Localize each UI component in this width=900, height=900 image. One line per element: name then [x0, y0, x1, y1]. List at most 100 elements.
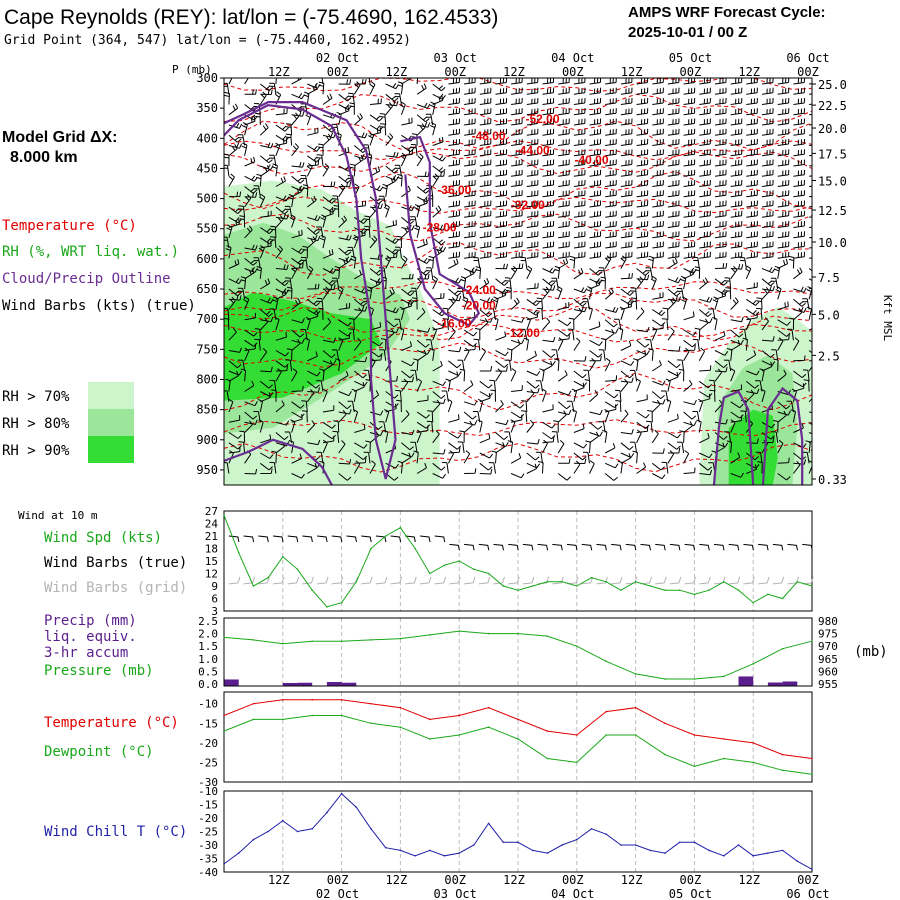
pressure-tick-label: 850 [196, 403, 218, 417]
wind-barb [633, 358, 639, 372]
wind-barb [712, 296, 719, 310]
wind-barb [291, 112, 300, 126]
wind-barb [808, 328, 812, 331]
temperature-point [340, 699, 343, 701]
temperature-point [517, 718, 519, 721]
wind-barb [413, 358, 419, 372]
wind-speed-tick-label: 18 [205, 543, 218, 556]
wind-barb [338, 337, 344, 351]
wind-barb-true [478, 543, 490, 551]
wind-speed-point [620, 589, 622, 591]
wind-barb-true [331, 535, 343, 543]
wind-barb [385, 102, 393, 116]
pressure-point [664, 678, 666, 680]
wind-barb [542, 286, 550, 300]
pressure-axis-label: P (mb) [172, 63, 212, 76]
wind-barb [322, 439, 328, 454]
bottom-hour-label: 12Z [503, 873, 525, 887]
bottom-hour-label: 00Z [562, 873, 584, 887]
wind-speed-point [340, 601, 343, 604]
wind-barb [589, 431, 603, 437]
wind-barb [683, 411, 697, 420]
wind-barb [385, 237, 399, 245]
wind-barb [542, 149, 555, 157]
wind-barb-grid [669, 576, 682, 585]
wind-barb [793, 169, 805, 177]
wind-barb [551, 431, 559, 443]
wind-chill-point [311, 828, 314, 830]
legend-cloud-outline: Cloud/Precip Outline [2, 271, 171, 287]
wind-barb [605, 87, 617, 95]
wind-barb [714, 263, 728, 269]
wind-barb [714, 241, 727, 249]
pressure-point [282, 642, 284, 645]
wind-barb [526, 128, 539, 136]
wind-barb [244, 329, 258, 337]
wind-barb [773, 358, 779, 372]
pressure-point [340, 640, 343, 642]
wind-barb [526, 389, 535, 403]
wind-barb [306, 380, 320, 389]
dewpoint-point [693, 765, 696, 768]
temperature-isotherm [224, 305, 812, 342]
wind-barb [300, 256, 308, 269]
wind-barb [510, 401, 525, 409]
wind-barb [746, 149, 758, 157]
wind-barb [803, 379, 810, 392]
wind-barb [558, 179, 570, 187]
precip-bar [224, 679, 239, 686]
wind-barb [259, 123, 269, 136]
wind-barb [739, 257, 747, 269]
wind-barb [683, 379, 693, 392]
wind-barb [383, 429, 389, 443]
height-tick-label: 12.5 [818, 204, 847, 218]
wind-barb [683, 190, 696, 198]
wind-barb [730, 118, 743, 126]
wind-barb [726, 440, 733, 454]
wind-barb [636, 138, 649, 146]
wind-barb [652, 97, 664, 105]
wind-chill-point [767, 852, 769, 854]
wind-barb [447, 450, 455, 464]
wind-barb [288, 440, 295, 454]
wind-barb [307, 215, 321, 222]
wind-barb [495, 368, 502, 382]
wind-barb [761, 149, 774, 157]
wind-barb [495, 97, 508, 105]
wind-barb [510, 265, 518, 280]
top-date-label: 03 Oct [434, 51, 477, 65]
wind-barb [683, 329, 697, 336]
wind-barb [306, 420, 316, 433]
wind-barb [333, 205, 340, 218]
wind-barb [541, 388, 547, 402]
wind-barb [730, 263, 744, 270]
wind-barb [620, 149, 633, 157]
wind-barb [510, 368, 517, 382]
pressure-tick-label-right: 960 [818, 665, 838, 678]
wind-barb [526, 312, 538, 321]
wind-barb [746, 251, 758, 259]
wind-barb [620, 169, 633, 177]
rh-region-rh90 [224, 292, 381, 401]
wind-barb [306, 236, 317, 249]
wind-barb-grid [405, 576, 417, 585]
wind-barb [694, 327, 701, 341]
wind-barb [302, 245, 308, 259]
wind-barb [699, 108, 711, 116]
wind-barb [652, 78, 664, 85]
wind-barb [253, 185, 261, 197]
wind-barb [760, 388, 766, 402]
wind-barb [490, 389, 496, 402]
wind-barb [589, 431, 599, 444]
wind-barb [777, 138, 790, 146]
temperature-isotherm [224, 419, 812, 437]
wind-barb [699, 231, 711, 239]
wind-barb [464, 78, 476, 85]
wind-barb [573, 169, 586, 177]
wind-barb [793, 179, 805, 187]
wind-barb [506, 286, 512, 300]
wind-barb [338, 319, 352, 327]
legend-rh: RH (%, WRT liq. wat.) [2, 244, 179, 260]
wind-barb [542, 336, 556, 343]
wind-barb [573, 337, 581, 351]
